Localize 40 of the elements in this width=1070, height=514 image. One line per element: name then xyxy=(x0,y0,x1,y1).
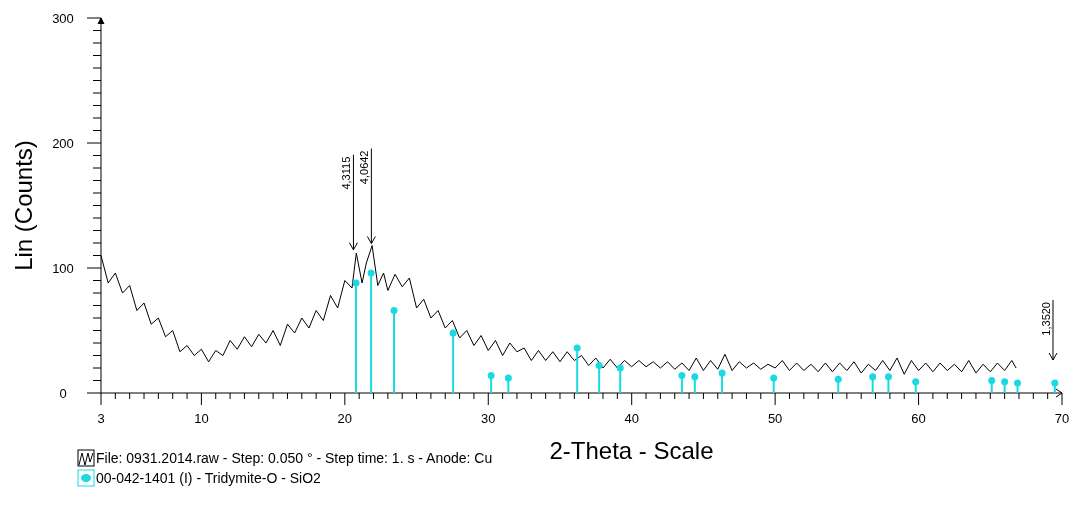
point xyxy=(504,374,512,382)
x-tick-label: 60 xyxy=(911,411,926,426)
point xyxy=(616,364,624,372)
x-tick-label: 3 xyxy=(97,411,105,426)
x-tick-label: 70 xyxy=(1054,411,1070,426)
point xyxy=(1001,378,1009,386)
x-tick-label: 10 xyxy=(194,411,209,426)
legend-label: File: 0931.2014.raw - Step: 0.050 ° - Step time: 1. s - Anode: Cu xyxy=(96,450,493,466)
annotation: 1,3520 xyxy=(1040,302,1052,336)
y-tick-label: 300 xyxy=(52,11,74,26)
point xyxy=(770,374,778,382)
x-tick-label: 40 xyxy=(624,411,639,426)
y-tick-label: 200 xyxy=(52,136,74,151)
point xyxy=(595,362,603,369)
y-tick-label: 0 xyxy=(59,386,67,401)
point xyxy=(1014,379,1022,387)
x-tick-label: 30 xyxy=(481,411,496,426)
point xyxy=(869,373,877,381)
x-tick-label: 50 xyxy=(767,411,783,426)
point xyxy=(678,372,686,379)
point xyxy=(691,373,699,381)
point xyxy=(988,377,996,384)
point xyxy=(912,378,920,386)
point xyxy=(352,279,360,287)
x-tick-label: 20 xyxy=(337,411,353,426)
point xyxy=(449,329,457,337)
point xyxy=(718,369,726,377)
x-axis-title: 2-Theta - Scale xyxy=(549,437,714,464)
annotation: 4,3115 xyxy=(340,156,353,190)
y-axis-title: Lin (Counts) xyxy=(10,140,37,271)
point xyxy=(1051,379,1059,387)
point xyxy=(487,372,495,379)
point xyxy=(367,269,375,277)
legend-label: 00-042-1401 (I) - Tridymite-O - SiO2 xyxy=(96,470,322,486)
point xyxy=(390,307,398,314)
annotation: 4,0642 xyxy=(358,150,371,185)
point xyxy=(573,344,581,352)
y-tick-label: 100 xyxy=(52,261,74,276)
point xyxy=(834,375,842,383)
point xyxy=(884,373,892,381)
